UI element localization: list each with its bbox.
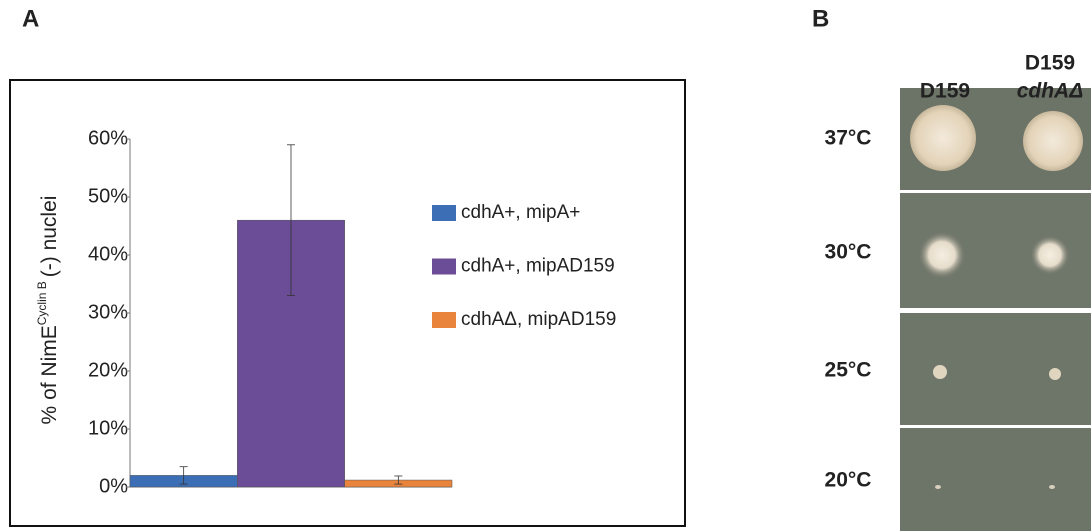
y-tick-label: 60%: [88, 127, 128, 149]
row-label: 30°C: [825, 241, 872, 264]
colony: [1023, 111, 1083, 171]
colony: [1049, 485, 1055, 489]
colony: [910, 105, 976, 171]
y-tick-label: 10%: [88, 417, 128, 439]
y-label-superscript: Cyclin B: [35, 281, 49, 325]
y-label-prefix: % of NimE: [38, 325, 61, 424]
column-label: D159: [1025, 52, 1075, 75]
legend-label: cdhAΔ, mipAD159: [461, 309, 616, 330]
colony: [935, 485, 941, 489]
legend-swatch: [432, 259, 456, 275]
colony: [1049, 368, 1061, 380]
colony: [918, 231, 966, 279]
colony: [933, 365, 947, 379]
legend-swatch: [432, 312, 456, 328]
row-label: 20°C: [825, 469, 872, 492]
row-label: 37°C: [825, 127, 872, 150]
colony: [1030, 235, 1070, 275]
y-label-suffix: (-) nuclei: [38, 196, 61, 278]
legend-label: cdhA+, mipA+: [461, 202, 580, 223]
legend-label: cdhA+, mipAD159: [461, 256, 615, 277]
plate: [900, 313, 1091, 425]
y-tick-label: 20%: [88, 359, 128, 381]
panel-label: B: [812, 5, 829, 32]
panel-label: A: [22, 5, 39, 32]
row-label: 25°C: [825, 359, 872, 382]
legend-swatch: [432, 205, 456, 221]
plate-images: [900, 88, 1091, 531]
y-tick-label: 40%: [88, 243, 128, 265]
figure: A B % of NimECyclin B (-) nuclei 0% 10% 20%…: [0, 0, 1091, 531]
plate: [900, 428, 1091, 531]
y-tick-label: 0%: [99, 475, 128, 497]
column-label: cdhAΔ: [1017, 80, 1084, 103]
column-label: D159: [920, 80, 970, 103]
y-tick-label: 50%: [88, 185, 128, 207]
y-tick-label: 30%: [88, 301, 128, 323]
